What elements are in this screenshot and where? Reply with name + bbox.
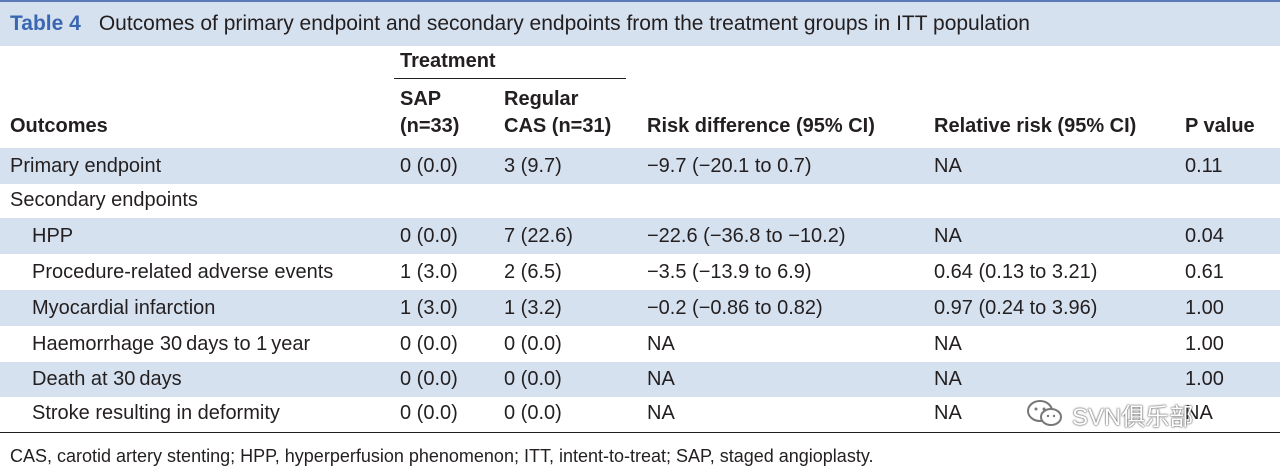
relative-risk-cell: 0.97 (0.24 to 3.96) [934, 297, 1098, 319]
table-label: Table 4 [10, 12, 81, 35]
p-value-cell: NA [1185, 402, 1213, 424]
risk-difference-cell: NA [647, 368, 675, 390]
p-value-cell: 0.04 [1185, 225, 1224, 247]
relative-risk-cell: 0.64 (0.13 to 3.21) [934, 261, 1098, 283]
table-row: HPP 0 (0.0) 7 (22.6) −22.6 (−36.8 to −10… [0, 218, 1280, 254]
table-row: Death at 30 days 0 (0.0) 0 (0.0) NA NA 1… [0, 362, 1280, 397]
table-bottom-rule [0, 432, 1280, 433]
outcome-cell: HPP [32, 225, 74, 247]
outcomes-header: Outcomes [10, 115, 108, 137]
risk-difference-cell: −3.5 (−13.9 to 6.9) [647, 261, 812, 283]
cas-cell: 0 (0.0) [504, 402, 562, 424]
watermark-text: SVN俱乐部 [1072, 403, 1194, 431]
outcome-cell: Death at 30 days [32, 368, 182, 390]
risk-difference-cell: −22.6 (−36.8 to −10.2) [647, 225, 846, 247]
relative-risk-cell: NA [934, 225, 962, 247]
table-row: Procedure-related adverse events 1 (3.0)… [0, 254, 1280, 290]
cas-header-line2: CAS (n=31) [504, 115, 612, 137]
sap-header-line2: (n=33) [400, 115, 460, 137]
section-label: Secondary endpoints [10, 189, 198, 211]
table-row: Myocardial infarction 1 (3.0) 1 (3.2) −0… [0, 290, 1280, 326]
relative-risk-cell: NA [934, 368, 962, 390]
sap-cell: 0 (0.0) [400, 225, 458, 247]
table-footnote: CAS, carotid artery stenting; HPP, hyper… [10, 446, 874, 466]
table-caption: Table 4 Outcomes of primary endpoint and… [0, 0, 1280, 46]
outcome-cell: Procedure-related adverse events [32, 261, 334, 283]
outcome-cell: Primary endpoint [10, 155, 162, 177]
risk-difference-cell: −9.7 (−20.1 to 0.7) [647, 155, 812, 177]
cas-cell: 7 (22.6) [504, 225, 573, 247]
risk-difference-header: Risk difference (95% CI) [647, 115, 875, 137]
sap-cell: 0 (0.0) [400, 333, 458, 355]
outcome-cell: Haemorrhage 30 days to 1 year [32, 333, 311, 355]
treatment-divider [394, 78, 626, 79]
cas-cell: 2 (6.5) [504, 261, 562, 283]
cas-cell: 0 (0.0) [504, 333, 562, 355]
sap-header-line1: SAP [400, 88, 442, 110]
relative-risk-header: Relative risk (95% CI) [934, 115, 1137, 137]
table-title: Outcomes of primary endpoint and seconda… [98, 12, 1030, 35]
cas-cell: 1 (3.2) [504, 297, 562, 319]
risk-difference-cell: NA [647, 402, 675, 424]
table-row: Secondary endpoints [0, 184, 1280, 218]
p-value-header: P value [1185, 115, 1255, 137]
p-value-cell: 1.00 [1185, 368, 1224, 390]
table-row: Stroke resulting in deformity 0 (0.0) 0 … [0, 397, 1280, 432]
relative-risk-cell: NA [934, 333, 962, 355]
outcome-cell: Stroke resulting in deformity [32, 402, 280, 424]
p-value-cell: 0.61 [1185, 261, 1224, 283]
table-row: Primary endpoint 0 (0.0) 3 (9.7) −9.7 (−… [0, 148, 1280, 184]
relative-risk-cell: NA [934, 155, 962, 177]
wechat-icon [1027, 400, 1062, 426]
relative-risk-cell: NA [934, 402, 962, 424]
watermark: SVN俱乐部 [1026, 396, 1246, 432]
risk-difference-cell: NA [647, 333, 675, 355]
table-row: Haemorrhage 30 days to 1 year 0 (0.0) 0 … [0, 326, 1280, 362]
p-value-cell: 1.00 [1185, 297, 1224, 319]
sap-cell: 1 (3.0) [400, 261, 458, 283]
cas-header-line1: Regular [504, 88, 579, 110]
sap-cell: 1 (3.0) [400, 297, 458, 319]
cas-cell: 0 (0.0) [504, 368, 562, 390]
sap-cell: 0 (0.0) [400, 155, 458, 177]
p-value-cell: 1.00 [1185, 333, 1224, 355]
risk-difference-cell: −0.2 (−0.86 to 0.82) [647, 297, 823, 319]
p-value-cell: 0.11 [1185, 155, 1223, 177]
sap-cell: 0 (0.0) [400, 402, 458, 424]
treatment-group-header: Treatment [400, 50, 496, 72]
outcome-cell: Myocardial infarction [32, 297, 216, 319]
sap-cell: 0 (0.0) [400, 368, 458, 390]
cas-cell: 3 (9.7) [504, 155, 562, 177]
